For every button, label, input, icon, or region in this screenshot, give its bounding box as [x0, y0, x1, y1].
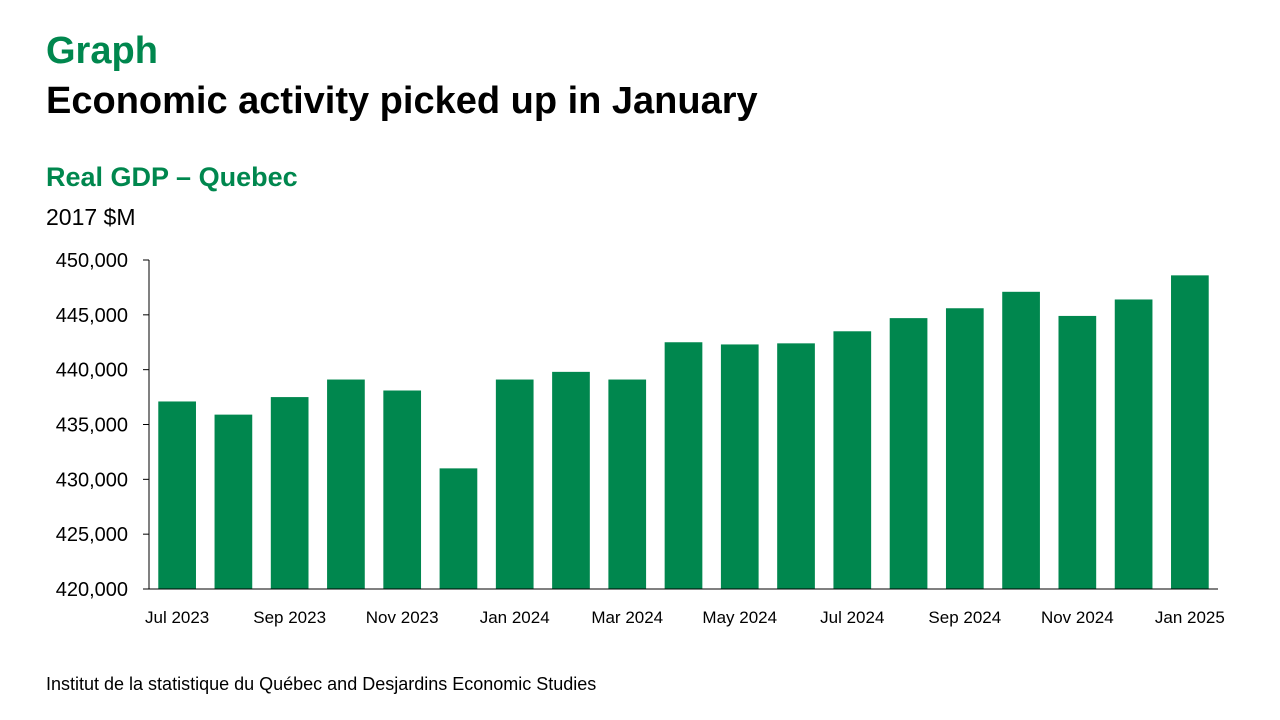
y-tick-label: 430,000 [56, 469, 128, 491]
bar-nov-2023 [383, 390, 422, 589]
x-tick-label: Sep 2023 [253, 608, 326, 627]
y-axis-unit-label: 2017 $M [46, 204, 136, 230]
x-tick-label: Jan 2024 [480, 608, 550, 627]
bar-mar-2024 [608, 379, 647, 589]
bar-feb-2024 [552, 371, 590, 589]
y-tick-label: 435,000 [56, 415, 128, 437]
x-tick-label: Nov 2024 [1041, 608, 1114, 627]
bar-dec-2023 [439, 468, 478, 589]
chart-title: Real GDP – Quebec [46, 162, 298, 192]
x-tick-label: Sep 2024 [928, 608, 1001, 627]
bar-sep-2024 [945, 308, 984, 589]
graph-label: Graph [46, 30, 158, 72]
source-note: Institut de la statistique du Québec and… [46, 674, 597, 694]
x-tick-label: Jul 2023 [145, 608, 209, 627]
bar-sep-2023 [270, 397, 309, 589]
bar-oct-2023 [327, 379, 365, 589]
y-tick-label: 420,000 [56, 579, 128, 601]
bar-may-2024 [720, 344, 759, 589]
x-tick-label: Nov 2023 [366, 608, 439, 627]
page-title: Economic activity picked up in January [46, 80, 758, 122]
y-tick-label: 440,000 [56, 360, 128, 382]
x-tick-label: Mar 2024 [591, 608, 663, 627]
y-tick-label: 425,000 [56, 524, 128, 546]
bar-jan-2025 [1171, 275, 1209, 589]
bar-jul-2024 [833, 331, 872, 589]
x-axis: Jul 2023 Sep 2023 Nov 2023 Jan 2024 Mar 2024… [145, 588, 1225, 627]
bar-apr-2024 [664, 342, 703, 589]
bar-nov-2024 [1058, 315, 1097, 589]
y-tick-label: 445,000 [56, 305, 128, 327]
bar-jun-2024 [777, 343, 815, 589]
bar-aug-2024 [889, 318, 928, 589]
x-tick-label: May 2024 [702, 608, 777, 627]
bar-jul-2023 [158, 401, 196, 589]
y-tick-label: 450,000 [56, 250, 128, 272]
bar-jan-2024 [495, 379, 534, 589]
bars [158, 275, 1209, 589]
y-axis: 420,000 425,000 430,000 435,000 440,000 445,0… [56, 250, 150, 601]
x-tick-label: Jul 2024 [820, 608, 884, 627]
x-tick-label: Jan 2025 [1155, 608, 1225, 627]
bar-aug-2023 [214, 414, 253, 589]
bar-oct-2024 [1002, 291, 1040, 589]
bar-dec-2024 [1114, 299, 1153, 589]
